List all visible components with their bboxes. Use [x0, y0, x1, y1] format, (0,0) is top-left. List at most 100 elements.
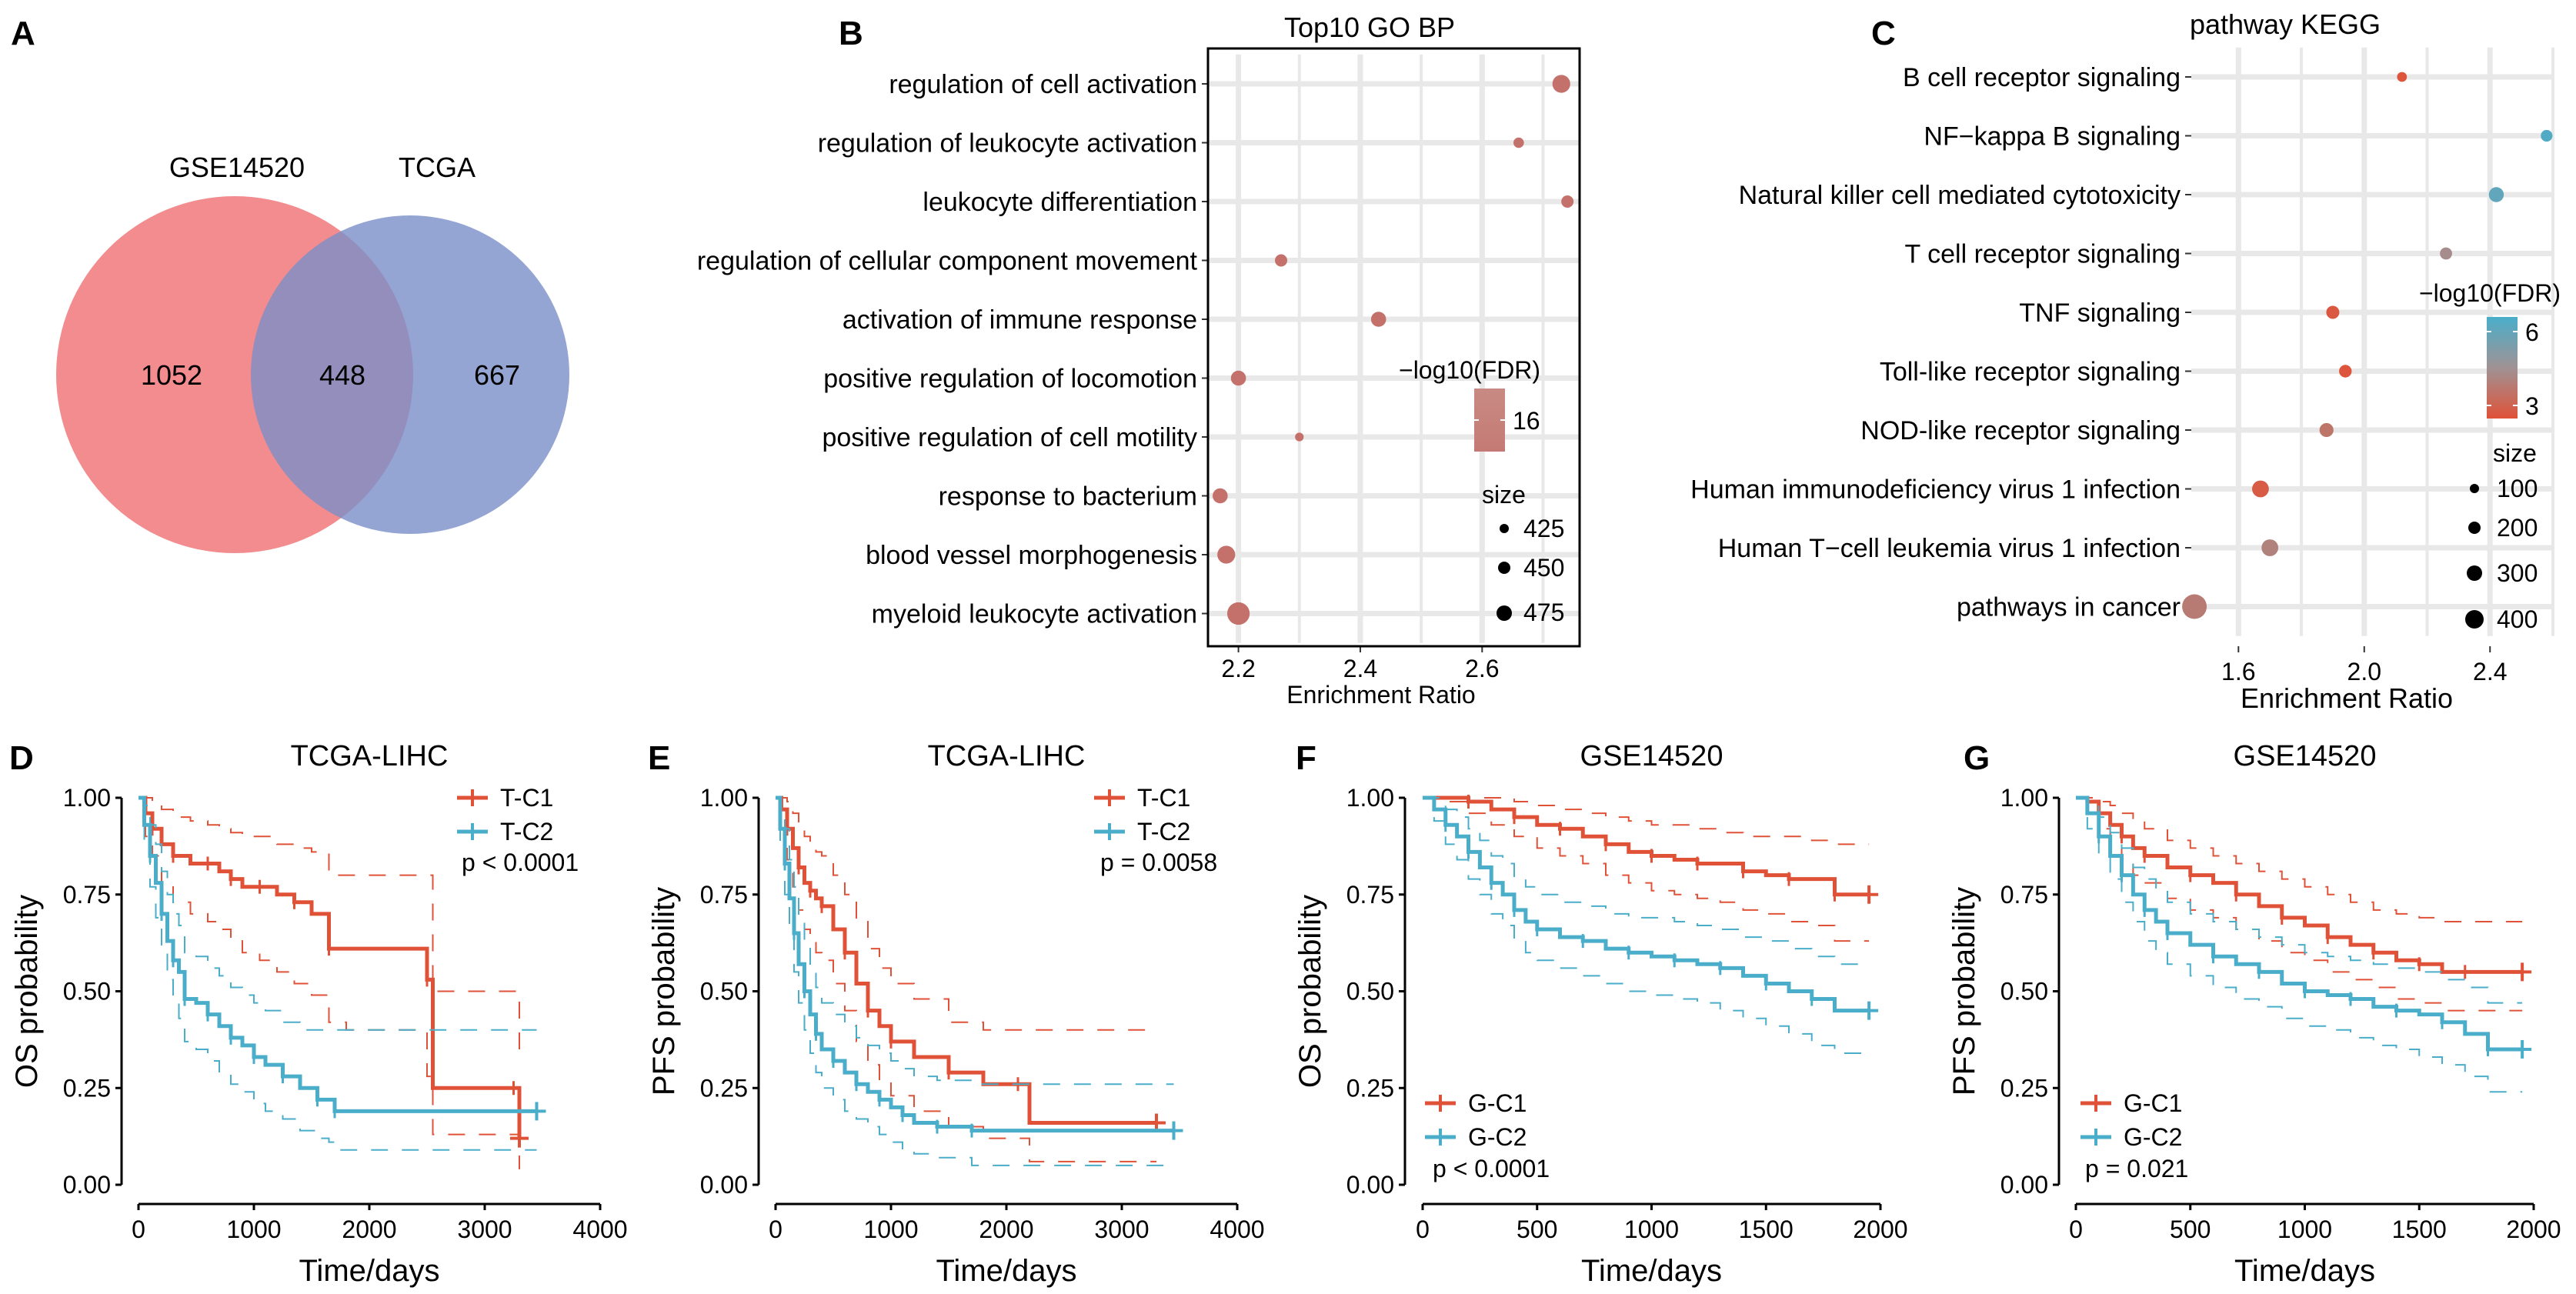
kegg-category-label: Human T−cell leukemia virus 1 infection — [1718, 534, 2181, 563]
kegg-category-label: NOD-like receptor signaling — [1860, 416, 2181, 445]
km-e-axes: 0.00 0.25 0.50 0.75 1.00 0 1000 2000 3000 4000 Tim… — [647, 784, 1265, 1288]
go-point — [1370, 312, 1386, 327]
km-e-y-tick-label: 0.75 — [700, 881, 748, 909]
km-d-axes: 0.00 0.25 0.50 0.75 1.00 0 1000 2000 3000 4000 Tim… — [10, 784, 628, 1288]
km-f-x-tick-label: 1500 — [1739, 1216, 1794, 1243]
km-d-curve-t-c2 — [138, 795, 537, 1113]
km-f-y-tick-label: 1.00 — [1346, 784, 1394, 812]
km-d-y-axis-label: OS probability — [10, 895, 44, 1088]
go-point — [1513, 137, 1524, 148]
kegg-category-label: pathways in cancer — [1957, 593, 2181, 622]
kegg-category-label: TNF signaling — [2019, 298, 2181, 328]
kegg-point — [2488, 187, 2504, 202]
panel-b: B Top10 GO BP regulation of cell activat… — [697, 12, 1581, 709]
km-d-ci-upper-t-c1 — [138, 797, 520, 1049]
kegg-category-labels: B cell receptor signaling NF−kappa B sig… — [1690, 63, 2181, 622]
go-point — [1230, 370, 1246, 386]
kegg-category-label: Human immunodeficiency virus 1 infection — [1690, 475, 2181, 505]
km-e-x-tick-label: 3000 — [1094, 1216, 1149, 1243]
km-f-x-tick-label: 500 — [1517, 1216, 1557, 1243]
km-f-x-axis-label: Time/days — [1581, 1254, 1722, 1288]
kegg-x-tick-label: 2.0 — [2347, 658, 2381, 685]
km-e-y-tick-label: 0.50 — [700, 978, 748, 1006]
kegg-size-key-label: 200 — [2497, 514, 2538, 542]
km-g-y-tick-label: 0.25 — [2000, 1074, 2048, 1102]
kegg-point — [2541, 129, 2553, 142]
km-e-y-tick-label: 0.25 — [700, 1074, 748, 1102]
go-category-label: myeloid leukocyte activation — [872, 600, 1197, 629]
km-e-ci-upper-t-c1 — [776, 797, 1156, 1031]
kegg-color-bar — [2487, 317, 2518, 419]
venn-right-count: 667 — [474, 359, 520, 391]
kegg-size-key-dot — [2470, 484, 2479, 493]
km-f-y-axis-label: OS probability — [1293, 895, 1327, 1088]
go-size-key-label: 475 — [1523, 599, 1564, 626]
km-g-ci-lower-g-c1 — [2076, 797, 2523, 1012]
km-e-ci-lower-t-c1 — [776, 797, 1156, 1162]
kegg-point — [2252, 480, 2269, 498]
km-g-x-tick-label: 1500 — [2392, 1216, 2447, 1243]
km-g-legend-label: G-C2 — [2124, 1123, 2182, 1151]
kegg-color-tick-label: 6 — [2525, 318, 2539, 346]
km-f-ci-upper-g-c1 — [1423, 797, 1870, 845]
km-e-curve-t-c2 — [776, 795, 1174, 1133]
km-d-x-axis-label: Time/days — [299, 1254, 439, 1288]
panel-letter-b: B — [839, 15, 863, 52]
kegg-size-key-label: 400 — [2497, 605, 2538, 633]
go-frame — [1206, 47, 1581, 648]
go-category-label: blood vessel morphogenesis — [866, 541, 1197, 570]
go-x-tick-label: 2.6 — [1465, 655, 1499, 682]
go-color-legend-title: −log10(FDR) — [1399, 356, 1540, 384]
panel-letter-e: E — [648, 739, 670, 777]
go-points — [1213, 75, 1574, 625]
kegg-category-label: T cell receptor signaling — [1905, 240, 2181, 269]
kegg-point — [2182, 594, 2207, 619]
go-category-label: activation of immune response — [843, 305, 1197, 335]
kegg-size-key-label: 300 — [2497, 559, 2538, 587]
panel-a: A GSE14520 TCGA 1052 448 667 — [11, 15, 569, 553]
km-f-x-tick-label: 1000 — [1624, 1216, 1679, 1243]
go-x-tick-label: 2.2 — [1221, 655, 1255, 682]
km-f-ci-lower-g-c2 — [1423, 797, 1870, 1054]
km-d-title: TCGA-LIHC — [291, 740, 449, 772]
go-size-key-dot — [1497, 605, 1512, 621]
kegg-color-tick-label: 3 — [2525, 392, 2539, 420]
kegg-size-key-label: 100 — [2497, 475, 2538, 502]
venn-right-circle — [251, 215, 569, 534]
kegg-color-legend-title: −log10(FDR) — [2419, 279, 2561, 307]
panel-letter-g: G — [1964, 739, 1990, 777]
km-e-x-tick-label: 4000 — [1210, 1216, 1264, 1243]
go-x-ticks: 2.2 2.4 2.6 — [1221, 655, 1499, 682]
km-g-legend: G-C1 G-C2 — [2080, 1089, 2182, 1151]
km-g-curve-g-c2 — [2076, 795, 2523, 1052]
panel-letter-c: C — [1871, 15, 1896, 52]
go-point — [1552, 75, 1570, 93]
go-point — [1213, 488, 1228, 504]
km-g-y-tick-label: 1.00 — [2000, 784, 2048, 812]
kegg-points — [2182, 72, 2553, 619]
km-d-x-tick-label: 2000 — [342, 1216, 396, 1243]
go-size-legend-title: size — [1482, 481, 1526, 509]
km-d-legend: T-C1 T-C2 — [457, 784, 553, 845]
kegg-category-label: NF−kappa B signaling — [1924, 122, 2181, 152]
km-d-y-tick-label: 1.00 — [63, 784, 111, 812]
kegg-x-axis-label: Enrichment Ratio — [2241, 682, 2453, 714]
km-d-ci-upper-t-c2 — [138, 797, 537, 1031]
km-g-y-tick-label: 0.75 — [2000, 881, 2048, 909]
km-g-ci-lower-g-c2 — [2076, 797, 2523, 1093]
kegg-size-key-dot — [2465, 610, 2484, 629]
km-f-x-tick-label: 0 — [1416, 1216, 1430, 1243]
go-size-key-dot — [1498, 562, 1510, 574]
kegg-category-label: Toll-like receptor signaling — [1880, 358, 2181, 387]
kegg-x-ticks: 1.6 2.0 2.4 — [2221, 658, 2507, 685]
km-f-x-tick-label: 2000 — [1853, 1216, 1907, 1243]
km-e-title: TCGA-LIHC — [928, 740, 1086, 772]
km-g-title: GSE14520 — [2234, 740, 2377, 772]
km-f-legend-label: G-C2 — [1468, 1123, 1527, 1151]
go-size-key-dot — [1500, 524, 1509, 533]
kegg-category-label: B cell receptor signaling — [1903, 63, 2181, 92]
venn-right-label: TCGA — [399, 152, 475, 183]
panel-letter-a: A — [11, 15, 35, 52]
go-size-key-label: 450 — [1523, 554, 1564, 582]
venn-left-label: GSE14520 — [169, 152, 305, 183]
